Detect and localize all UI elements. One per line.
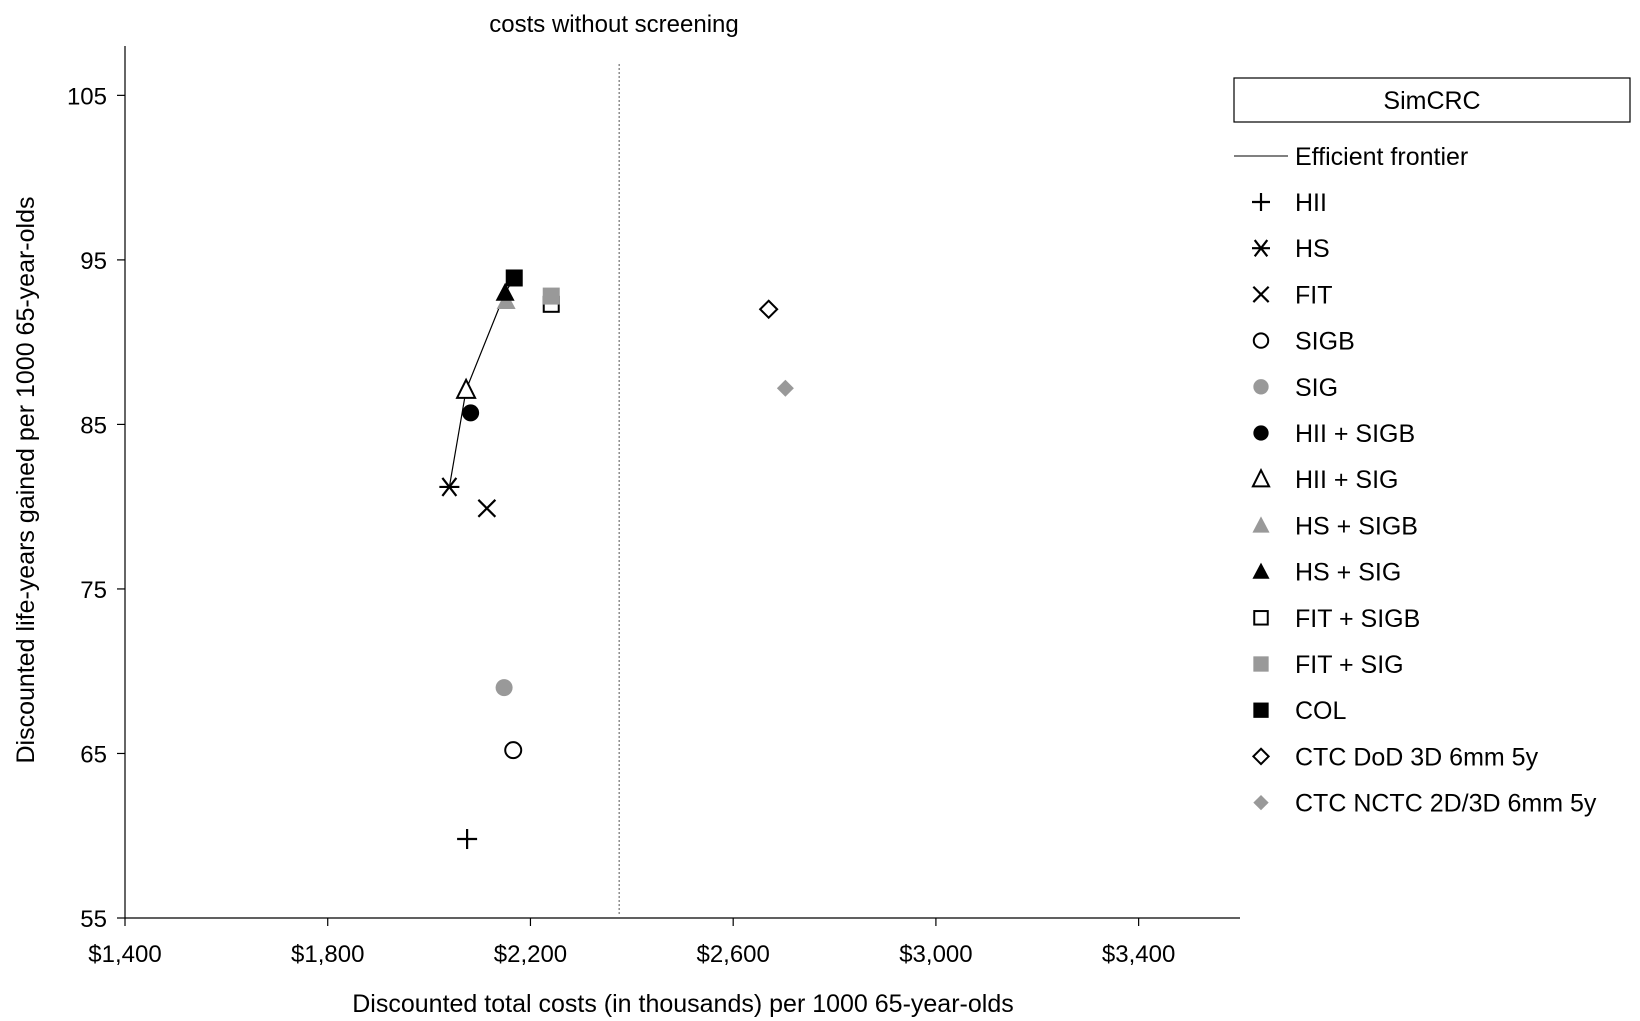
point-fit [477,499,497,518]
legend-marker-hii-sigb [1253,425,1269,441]
legend-marker-sig [1253,379,1269,395]
point-sig [495,679,513,697]
legend-marker-ctc-nctc-2d-3d-6mm-5y [1253,794,1269,811]
x-tick-label: $1,400 [88,941,161,968]
legend-marker-sigb [1252,332,1270,349]
legend-items: HII HS FIT SIGB SIG HII + SIGB HII + SIG HS + S… [1251,189,1597,818]
legend-label-hii-sig: HII + SIG [1295,466,1399,494]
legend-label-hs-sigb: HS + SIGB [1295,512,1418,540]
legend-label-sigb: SIGB [1295,328,1355,356]
y-tick-label: 95 [80,248,107,275]
legend-label-hii: HII [1295,189,1327,217]
point-ctc-nctc-2d-3d-6mm-5y [776,379,794,397]
legend-frontier-label: Efficient frontier [1295,143,1468,171]
y-tick-label: 75 [80,577,107,604]
x-tick-label: $2,600 [696,941,769,968]
legend-title-box [1233,77,1631,123]
y-tick-label: 55 [80,906,107,933]
legend-title: SimCRC [1383,87,1480,115]
legend-label-fit: FIT [1295,281,1333,309]
x-tick-label: $3,400 [1102,941,1175,968]
legend-label-hii-sigb: HII + SIGB [1295,420,1415,448]
legend-label-ctc-dod-3d-6mm-5y: CTC DoD 3D 6mm 5y [1295,743,1539,771]
legend-marker-fit-sigb [1253,610,1269,626]
legend-marker-ctc-dod-3d-6mm-5y [1251,747,1271,766]
y-tick-label: 65 [80,741,107,768]
annotation-costs-without-screening: costs without screening [489,11,738,38]
legend-marker-hs [1252,239,1270,257]
point-ctc-dod-3d-6mm-5y [758,299,779,320]
y-tick-label: 85 [80,412,107,439]
point-hii [457,829,478,850]
legend-marker-hii-sig [1251,467,1271,488]
legend-marker-fit [1252,285,1270,303]
legend-marker-hii [1252,193,1270,211]
legend-label-hs: HS [1295,235,1330,263]
point-hs-sig [495,282,515,301]
point-fit-sig [542,287,560,305]
legend-marker-col [1253,702,1269,718]
point-hii-sig [455,377,477,399]
y-axis-label: Discounted life-years gained per 1000 65… [12,197,40,764]
legend: SimCRC Efficient frontier HII HS FIT SIGB SI… [1233,77,1631,818]
legend-label-col: COL [1295,697,1347,725]
legend-label-sig: SIG [1295,374,1338,402]
legend-label-fit-sig: FIT + SIG [1295,651,1404,679]
axes: $1,400 $1,800 $2,200 $2,600 $3,000 $3,400 55 65… [67,46,1240,968]
y-tick-label: 105 [67,83,107,110]
point-sigb [504,741,523,760]
efficient-frontier-line [448,277,515,488]
x-axis-label: Discounted total costs (in thousands) pe… [352,990,1013,1018]
x-tick-label: $3,000 [899,941,972,968]
legend-marker-fit-sig [1253,656,1269,672]
legend-marker-hs-sig [1252,562,1270,579]
point-col [505,269,523,287]
legend-label-fit-sigb: FIT + SIGB [1295,605,1420,633]
legend-marker-hs-sigb [1252,516,1270,533]
x-tick-label: $2,200 [494,941,567,968]
points-layer [439,269,794,850]
legend-label-ctc-nctc-2d-3d-6mm-5y: CTC NCTC 2D/3D 6mm 5y [1295,790,1597,818]
x-tick-label: $1,800 [291,941,364,968]
point-hs [439,477,460,497]
legend-label-hs-sig: HS + SIG [1295,559,1401,587]
frontier-layer [448,277,515,488]
point-hii-sigb [462,404,480,422]
